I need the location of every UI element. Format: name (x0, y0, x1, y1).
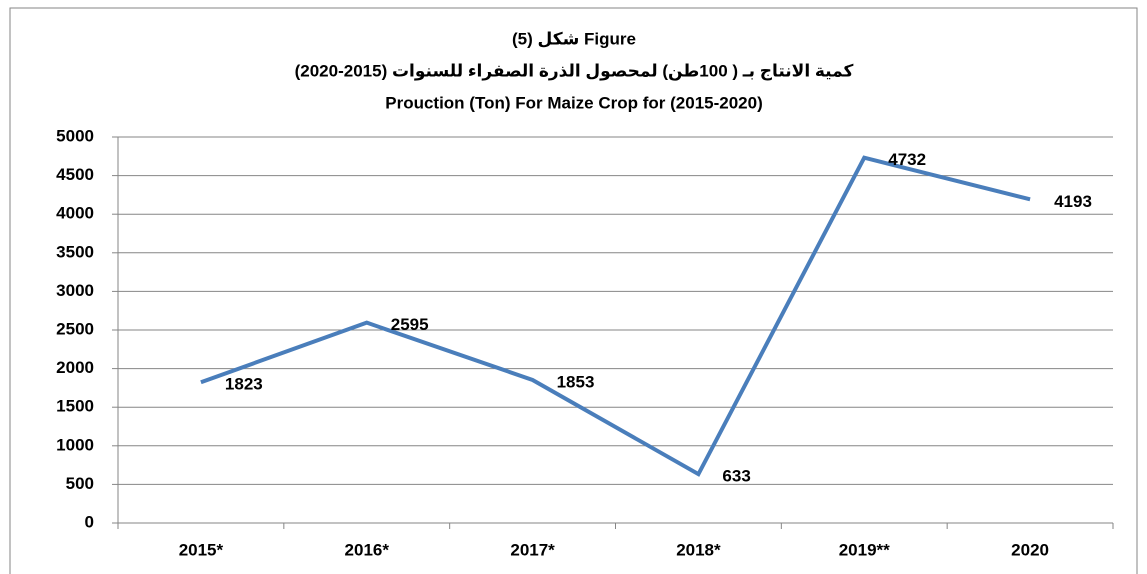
x-tick-label: 2019** (839, 540, 890, 559)
y-tick-label: 1000 (56, 435, 94, 454)
data-line (200, 155, 1031, 477)
y-tick-label: 5000 (56, 126, 94, 145)
y-tick-label: 3000 (56, 281, 94, 300)
y-tick-label: 2500 (56, 319, 94, 338)
data-label: 2595 (391, 315, 429, 334)
x-tick-label: 2016* (345, 540, 390, 559)
data-label: 4732 (888, 150, 926, 169)
chart-subtitle: كمية الانتاج بـ ( 100طن) لمحصول الذرة ال… (295, 61, 854, 81)
y-tick-label: 1500 (56, 397, 94, 416)
y-tick-label: 3500 (56, 242, 94, 261)
x-tick-label: 2017* (510, 540, 555, 559)
data-label: 1853 (557, 372, 595, 391)
data-label: 1823 (225, 375, 263, 394)
y-tick-label: 0 (85, 512, 94, 531)
y-tick-label: 4000 (56, 204, 94, 223)
data-label: 4193 (1054, 192, 1092, 211)
y-tick-label: 2000 (56, 358, 94, 377)
chart-title: شكل (5) Figure (512, 29, 636, 48)
x-tick-label: 2020 (1011, 540, 1049, 559)
data-label: 633 (722, 467, 750, 486)
y-tick-label: 4500 (56, 165, 94, 184)
x-tick-label: 2015* (179, 540, 224, 559)
chart-subtitle: Prouction (Ton) For Maize Crop for (2015… (385, 93, 763, 112)
y-tick-label: 500 (66, 474, 94, 493)
x-tick-label: 2018* (676, 540, 721, 559)
